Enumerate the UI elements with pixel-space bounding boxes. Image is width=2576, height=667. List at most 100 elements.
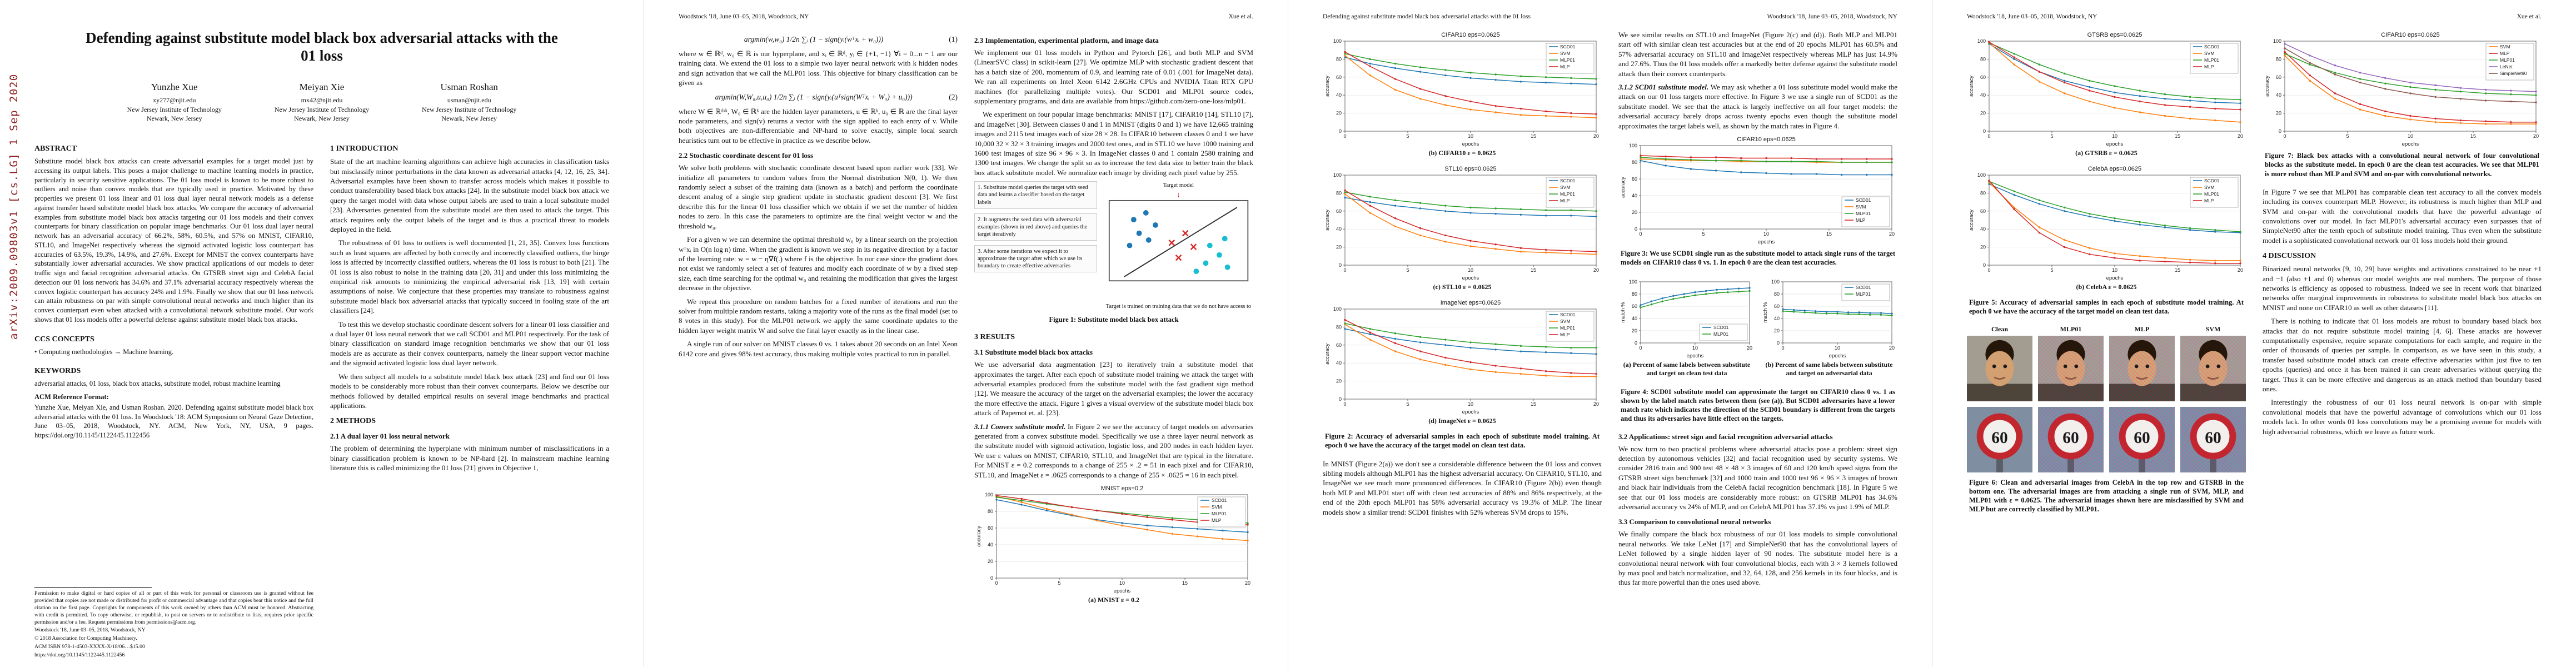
page-3: Defending against substitute model black… (1288, 0, 1932, 667)
svg-text:80: 80 (1336, 56, 1342, 62)
svg-text:60: 60 (1632, 176, 1637, 182)
adversarial-noise-overlay (2109, 335, 2175, 401)
svg-text:0: 0 (1987, 133, 1990, 139)
figure1-target-panel: Target model ↓ (1104, 181, 1253, 312)
isbn-line: ACM ISBN 978-1-4503-XXXX-X/18/06…$15.00 (34, 644, 145, 650)
section-3-2-heading: 3.2 Applications: street sign and facial… (1618, 432, 1833, 441)
svg-text:40: 40 (988, 542, 993, 547)
intro-paragraph: The robustness of 01 loss to outliers is… (330, 238, 609, 315)
discussion-paragraph: Interestingly the robustness of our 01 l… (2263, 398, 2542, 436)
svg-text:SCD01: SCD01 (2204, 44, 2220, 49)
intro-paragraph: State of the art machine learning algori… (330, 157, 609, 234)
running-header-conference: Woodstock '18, June 03–05, 2018, Woodsto… (1767, 13, 1897, 20)
svg-text:STL10 eps=0.0625: STL10 eps=0.0625 (1444, 166, 1496, 172)
svg-text:SCD01: SCD01 (2204, 178, 2220, 183)
section-3-1-paragraph: We use adversarial data augmentation [23… (974, 360, 1253, 417)
figure6-column-labels: Clean MLP01 MLP SVM (1967, 325, 2246, 334)
footnote-rule (34, 586, 152, 588)
svg-text:100: 100 (1629, 143, 1637, 148)
svg-text:15: 15 (1531, 267, 1536, 273)
figure1-caption: Figure 1: Substitute model black box att… (1049, 315, 1179, 323)
keywords-heading: KEYWORDS (34, 367, 81, 376)
svg-text:60: 60 (1774, 303, 1780, 309)
gtsrb-image-mlp01: 60 (2038, 406, 2104, 472)
celeba-image-mlp01 (2038, 335, 2104, 401)
svg-text:40: 40 (1774, 316, 1780, 321)
acm-reference-heading: ACM Reference Format: (34, 393, 109, 401)
adversarial-noise-overlay (2180, 406, 2246, 472)
discussion-paragraph: Binarized neural networks [9, 10, 29] ha… (2263, 265, 2542, 312)
figure5a-subcaption: (a) GTSRB ε = 0.0625 (2075, 149, 2137, 157)
svg-text:MLP: MLP (1560, 64, 1570, 69)
svg-text:CIFAR10 eps=0.0625: CIFAR10 eps=0.0625 (2381, 32, 2440, 38)
svg-text:SVM: SVM (2204, 51, 2214, 56)
svg-text:ImageNet eps=0.0625: ImageNet eps=0.0625 (1441, 300, 1501, 306)
gtsrb-image-mlp: 60 (2109, 406, 2175, 472)
svg-text:60: 60 (1336, 342, 1342, 348)
svg-text:epochs: epochs (2106, 141, 2124, 147)
equation-2-body: argmin(W,W₀,u,u₀) 1/2n ∑ᵢ (1 − sign(yᵢ(u… (715, 92, 913, 101)
section-3-1-1-paragraph: 3.1.1 Convex substitute model. In Figure… (974, 422, 1253, 480)
svg-text:0: 0 (1983, 262, 1986, 268)
section-3-1-2-paragraph: 3.1.2 SCD01 substitute model. We may ask… (1618, 82, 1897, 131)
chart-cifar10-eps00625: 0 20 40 60 80 100 0 5 10 15 20 CIFAR10 eps=0.0625 ep… (1323, 30, 1602, 148)
svg-text:0: 0 (1343, 133, 1346, 139)
svg-text:accuracy: accuracy (1324, 344, 1331, 365)
svg-text:10: 10 (1119, 580, 1125, 586)
section-3-1-1-text: In Figure 2 we see the accuracy of targe… (974, 422, 1254, 479)
svg-text:60: 60 (2276, 74, 2281, 80)
svg-text:match %: match % (1762, 302, 1768, 323)
section-3-3-results-paragraph: In Figure 7 we see that MLP01 has compar… (2263, 187, 2542, 245)
svg-text:20: 20 (1980, 245, 1986, 250)
svg-text:MLP01: MLP01 (2500, 57, 2515, 63)
svg-text:60: 60 (1632, 303, 1637, 309)
author-email[interactable]: xy277@njit.edu (153, 96, 196, 104)
author-email[interactable]: usman@njit.edu (447, 96, 491, 104)
section-3-1-heading: 3.1 Substitute model black box attacks (974, 348, 1093, 357)
section-2-1-heading: 2.1 A dual layer 01 loss neural network (330, 432, 450, 441)
svg-text:10: 10 (1468, 267, 1473, 273)
author-name: Meiyan Xie (299, 81, 345, 92)
svg-text:20: 20 (1747, 345, 1752, 351)
abstract-heading: ABSTRACT (34, 145, 77, 153)
figure1-target-label: Target model (1163, 182, 1194, 189)
svg-text:80: 80 (1632, 291, 1637, 297)
svg-text:0: 0 (995, 580, 998, 586)
figure4a-subcaption: (a) Percent of same labels between subst… (1623, 360, 1751, 377)
page2-right-column: 2.3 Implementation, experimental platfor… (974, 30, 1253, 647)
copyright-line: © 2018 Association for Computing Machine… (34, 635, 137, 642)
author-2: Meiyan Xie mx42@njit.edu New Jersey Inst… (275, 82, 369, 123)
page3-left-column: 0 20 40 60 80 100 0 5 10 15 20 CIFAR10 eps=0.0625 ep… (1323, 30, 1602, 647)
equation-1-body: argmin(w,w₀) 1/2n ∑ᵢ (1 − sign(yᵢ(wᵀxᵢ +… (744, 35, 884, 43)
svg-text:0: 0 (2283, 133, 2286, 139)
running-header: Defending against substitute model black… (1323, 13, 1897, 20)
svg-text:20: 20 (1632, 328, 1637, 334)
svg-text:20: 20 (1336, 379, 1342, 384)
svg-text:epochs: epochs (1758, 239, 1775, 245)
figure1-annotations: 1. Substitute model queries the target w… (974, 181, 1097, 312)
svg-text:10: 10 (1692, 345, 1698, 351)
svg-text:LeNet: LeNet (2500, 64, 2513, 69)
svg-text:SCD01: SCD01 (1212, 497, 1227, 503)
arxiv-stamp: arXiv:2009.09803v1 [cs.LG] 1 Sep 2020 (8, 73, 20, 340)
permission-text: Permission to make digital or hard copie… (34, 590, 313, 625)
svg-text:0: 0 (1343, 401, 1346, 407)
svg-text:10: 10 (2408, 133, 2413, 139)
svg-text:15: 15 (2175, 133, 2180, 139)
copyright-footnote: Permission to make digital or hard copie… (34, 586, 313, 660)
page1-right-column: 1 INTRODUCTION State of the art machine … (330, 138, 609, 660)
figure6-label-mlp01: MLP01 (2060, 325, 2082, 333)
svg-text:epochs: epochs (2402, 141, 2419, 147)
svg-text:accuracy: accuracy (1324, 210, 1331, 231)
svg-text:80: 80 (1980, 56, 1986, 62)
discussion-paragraph: There is nothing to indicate that 01 los… (2263, 317, 2542, 394)
arrow-down-icon: ↓ (1177, 190, 1180, 198)
intro-paragraph: We then subject all models to a substitu… (330, 372, 609, 410)
svg-text:10: 10 (1468, 133, 1473, 139)
author-email[interactable]: mx42@njit.edu (301, 96, 343, 104)
page-title: Defending against substitute model black… (86, 29, 558, 64)
doi-link[interactable]: https://doi.org/10.1145/1122445.1122456 (34, 652, 125, 659)
page-1: arXiv:2009.09803v1 [cs.LG] 1 Sep 2020 De… (0, 0, 644, 667)
chart-stl10-eps00625: 0 20 40 60 80 100 0 5 10 15 20 STL10 eps=0.0625 epoc… (1323, 164, 1602, 282)
acm-reference-text: Yunzhe Xue, Meiyan Xie, and Usman Roshan… (34, 403, 313, 440)
